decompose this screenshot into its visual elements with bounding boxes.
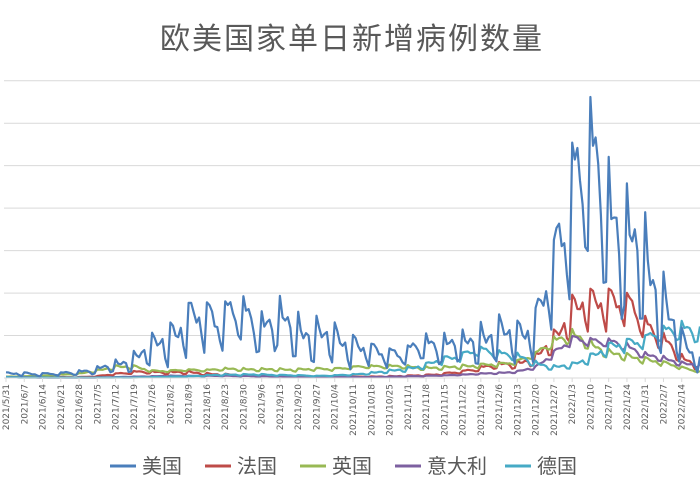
x-tick-label: 2022/1/31 <box>641 384 651 430</box>
x-tick-label: 2021/7/19 <box>130 384 140 430</box>
x-tick-label: 2021/10/25 <box>386 384 396 436</box>
legend-label: 意大利 <box>427 454 487 478</box>
x-tick-label: 2021/7/26 <box>148 384 158 430</box>
x-tick-label: 2022/1/24 <box>623 384 633 430</box>
legend-item: 美国 <box>110 454 182 478</box>
legend-label: 美国 <box>142 454 182 478</box>
x-tick-labels: 2021/5/31 2021/6/7 2021/6/14 2021/6/21 2021/… <box>2 378 688 436</box>
x-tick-label: 2021/7/5 <box>93 384 103 424</box>
x-tick-label: 2021/6/7 <box>20 384 30 424</box>
x-tick-label: 2021/12/13 <box>513 384 523 436</box>
x-tick-label: 2021/8/9 <box>185 384 195 425</box>
legend-item: 法国 <box>205 454 277 478</box>
x-tick-label: 2021/7/12 <box>112 384 122 430</box>
x-tick-label: 2021/8/2 <box>166 384 176 424</box>
x-tick-label: 2022/2/7 <box>660 384 670 424</box>
x-tick-label: 2021/8/16 <box>203 384 213 430</box>
x-tick-label: 2021/12/27 <box>550 384 560 436</box>
x-tick-label: 2021/5/31 <box>2 384 12 430</box>
x-tick-label: 2021/11/15 <box>440 384 450 436</box>
series-line-0 <box>5 95 700 378</box>
x-tick-label: 2022/1/3 <box>568 384 578 424</box>
x-tick-label: 2021/12/6 <box>495 384 505 430</box>
legend-item: 英国 <box>300 454 372 478</box>
gridlines <box>4 80 700 337</box>
x-tick-label: 2021/10/4 <box>331 384 341 430</box>
x-tick-label: 2021/11/29 <box>477 384 487 436</box>
legend-item: 意大利 <box>395 454 487 478</box>
x-tick-label: 2021/11/1 <box>404 384 414 430</box>
x-tick-label: 2022/2/14 <box>678 384 688 430</box>
x-tick-label: 2021/9/6 <box>258 384 268 425</box>
x-tick-label: 2021/6/14 <box>39 384 49 430</box>
legend: 美国 法国 英国 意大利 德国 <box>110 454 577 478</box>
x-tick-label: 2021/11/22 <box>459 384 469 436</box>
x-tick-label: 2021/12/20 <box>532 384 542 436</box>
x-tick-label: 2022/1/17 <box>605 384 615 430</box>
x-tick-label: 2022/1/10 <box>586 384 596 430</box>
x-tick-label: 2021/9/27 <box>313 384 323 430</box>
chart-title: 欧美国家单日新增病例数量 <box>160 22 544 57</box>
series-line-1 <box>5 287 700 379</box>
x-tick-label: 2021/9/13 <box>276 384 286 430</box>
series-line-2 <box>6 327 700 378</box>
legend-label: 德国 <box>537 454 577 478</box>
x-tick-label: 2021/9/20 <box>294 384 304 430</box>
x-tick-label: 2021/6/21 <box>57 384 67 430</box>
x-tick-label: 2021/8/30 <box>239 384 249 430</box>
x-tick-label: 2021/8/23 <box>221 384 231 430</box>
x-tick-label: 2021/10/18 <box>367 384 377 436</box>
x-tick-label: 2021/11/8 <box>422 384 432 430</box>
legend-label: 英国 <box>332 454 372 478</box>
legend-label: 法国 <box>237 454 277 478</box>
legend-item: 德国 <box>505 454 577 478</box>
x-tick-label: 2021/10/11 <box>349 384 359 436</box>
x-tick-label: 2021/6/28 <box>75 384 85 430</box>
